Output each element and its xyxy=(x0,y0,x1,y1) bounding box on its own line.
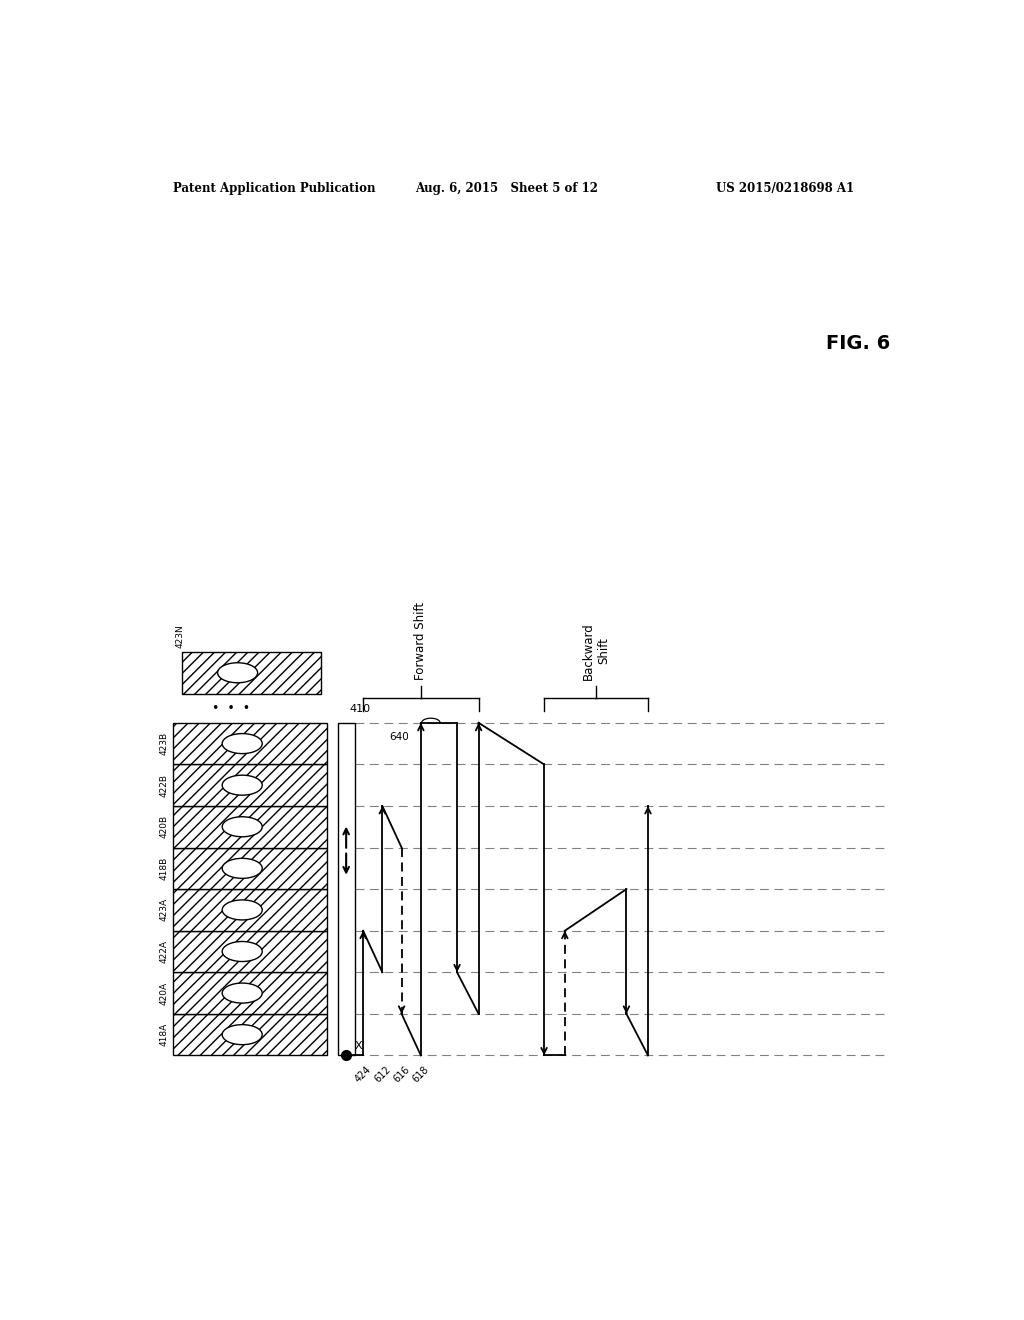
Text: 424: 424 xyxy=(353,1065,373,1085)
Bar xyxy=(173,764,327,807)
Text: 423A: 423A xyxy=(160,899,168,921)
Ellipse shape xyxy=(222,941,262,961)
Ellipse shape xyxy=(222,734,262,754)
Text: 420A: 420A xyxy=(160,982,168,1005)
Ellipse shape xyxy=(222,817,262,837)
Bar xyxy=(173,847,327,890)
Bar xyxy=(173,1014,327,1056)
Text: 422B: 422B xyxy=(160,774,168,797)
Ellipse shape xyxy=(222,858,262,878)
Text: 422A: 422A xyxy=(160,940,168,964)
Ellipse shape xyxy=(217,663,258,682)
Text: Backward
Shift: Backward Shift xyxy=(582,622,610,680)
Ellipse shape xyxy=(222,900,262,920)
Text: •  •  •: • • • xyxy=(212,702,250,714)
Text: 640: 640 xyxy=(389,733,410,742)
Bar xyxy=(173,1014,327,1056)
Text: 418B: 418B xyxy=(160,857,168,880)
Ellipse shape xyxy=(222,775,262,795)
Bar xyxy=(338,723,354,1056)
Bar xyxy=(173,931,327,973)
Text: 423N: 423N xyxy=(176,624,185,648)
Text: 410: 410 xyxy=(349,704,371,714)
Text: 612: 612 xyxy=(373,1065,392,1085)
Bar xyxy=(173,807,327,847)
Text: X: X xyxy=(354,1041,362,1051)
Text: 618: 618 xyxy=(411,1065,431,1085)
Text: 418A: 418A xyxy=(160,1023,168,1047)
Ellipse shape xyxy=(222,983,262,1003)
Bar xyxy=(173,764,327,807)
Text: Aug. 6, 2015   Sheet 5 of 12: Aug. 6, 2015 Sheet 5 of 12 xyxy=(416,182,598,194)
Bar xyxy=(173,807,327,847)
Bar xyxy=(173,847,327,890)
Bar xyxy=(173,931,327,973)
Bar xyxy=(182,652,321,693)
Text: FIG. 6: FIG. 6 xyxy=(826,334,890,352)
Bar xyxy=(182,652,321,693)
Text: 616: 616 xyxy=(391,1065,412,1085)
Bar xyxy=(173,890,327,931)
Text: 423B: 423B xyxy=(160,733,168,755)
Text: 420B: 420B xyxy=(160,816,168,838)
Text: Forward Shift: Forward Shift xyxy=(415,602,427,680)
Text: Patent Application Publication: Patent Application Publication xyxy=(173,182,376,194)
Bar xyxy=(173,723,327,764)
Bar xyxy=(173,973,327,1014)
Text: US 2015/0218698 A1: US 2015/0218698 A1 xyxy=(716,182,854,194)
Bar xyxy=(173,723,327,764)
Bar xyxy=(173,890,327,931)
Ellipse shape xyxy=(222,1024,262,1044)
Bar xyxy=(173,973,327,1014)
